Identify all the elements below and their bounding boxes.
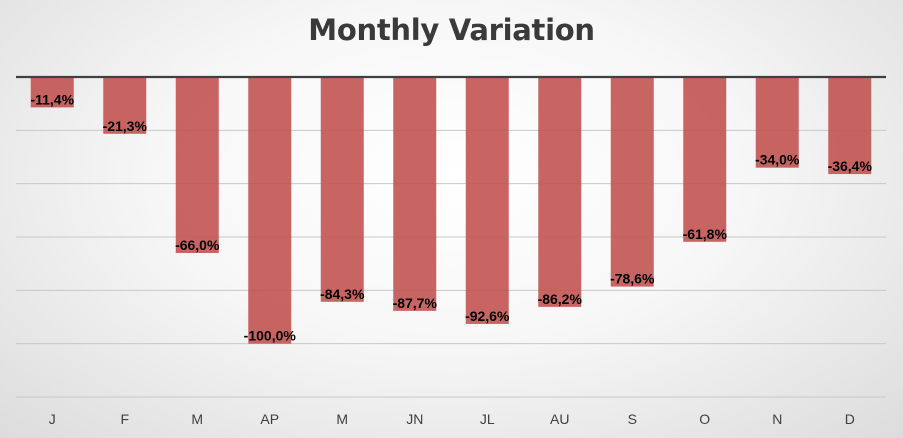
x-tick-label: S — [628, 411, 637, 427]
data-label: -92,6% — [465, 308, 510, 324]
chart-title: Monthly Variation — [308, 13, 595, 47]
data-label: -11,4% — [30, 91, 74, 107]
data-label: -34,0% — [755, 152, 800, 168]
x-tick-label: AP — [260, 411, 279, 427]
x-tick-label: M — [191, 411, 203, 427]
x-tick-label: JN — [406, 411, 423, 427]
x-tick-label: D — [845, 411, 855, 427]
bar — [755, 77, 799, 168]
x-tick-label: JL — [480, 411, 495, 427]
bar — [393, 77, 437, 311]
bar — [683, 77, 727, 242]
x-tick-label: AU — [550, 411, 569, 427]
x-tick-label: F — [120, 411, 129, 427]
bar — [538, 77, 582, 307]
data-label: -86,2% — [538, 291, 583, 307]
bar — [828, 77, 872, 175]
x-tick-label: J — [49, 411, 56, 427]
x-tick-label: M — [336, 411, 348, 427]
bar — [465, 77, 509, 324]
data-label: -84,3% — [320, 286, 365, 302]
bar — [610, 77, 654, 287]
data-label: -78,6% — [610, 271, 655, 287]
data-label: -21,3% — [103, 118, 148, 134]
bar — [175, 77, 219, 253]
data-label: -87,7% — [393, 295, 438, 311]
data-label: -100,0% — [244, 328, 297, 344]
data-label: -36,4% — [828, 158, 873, 174]
data-label: -66,0% — [175, 237, 220, 253]
x-tick-label: N — [772, 411, 782, 427]
bar — [103, 77, 147, 134]
x-tick-label: O — [699, 411, 710, 427]
bar — [248, 77, 292, 344]
data-label: -61,8% — [683, 226, 728, 242]
bar — [320, 77, 364, 302]
bar — [30, 77, 74, 108]
